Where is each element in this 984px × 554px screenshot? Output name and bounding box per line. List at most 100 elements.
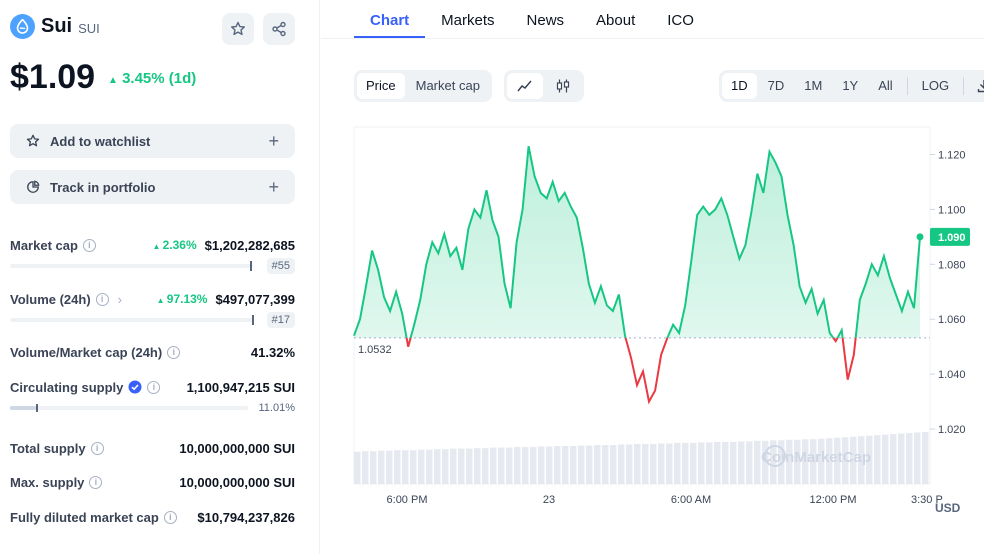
volume-bar [778, 440, 785, 484]
log-scale-button[interactable]: LOG [921, 78, 950, 93]
divider [906, 77, 908, 95]
candlestick-button[interactable] [545, 73, 581, 99]
price-line-up [353, 146, 921, 338]
volume-bar [818, 438, 825, 484]
baseline-label: 1.0532 [358, 344, 392, 356]
share-icon [272, 21, 286, 37]
section-tabs: Chart Markets News About ICO [354, 0, 710, 38]
price-chart[interactable]: CoinMarketCap 1.0532 1.120 1.100 1.080 1.06… [321, 0, 984, 554]
volume-bar [434, 449, 441, 484]
info-icon[interactable]: i [95, 292, 109, 306]
share-button[interactable] [263, 13, 295, 45]
tab-news[interactable]: News [526, 12, 565, 29]
stat-change-value: 2.36% [162, 238, 197, 252]
rank-badge: #17 [266, 312, 295, 328]
volume-bar [514, 447, 521, 484]
supply-percent: 11.01% [258, 402, 296, 414]
price-option[interactable]: Price [357, 73, 405, 99]
range-all[interactable]: All [878, 78, 893, 93]
tab-ico[interactable]: ICO [667, 12, 694, 29]
info-icon[interactable]: i [163, 510, 177, 524]
current-price-tag [930, 227, 970, 246]
volume-bar [674, 442, 681, 484]
y-tick-label: 1.020 [938, 424, 966, 436]
volume-bar [738, 441, 745, 484]
tab-about[interactable]: About [596, 12, 636, 29]
plus-icon: + [268, 176, 279, 197]
volume-bar [474, 448, 481, 484]
stat-fully-diluted-market-cap: Fully diluted market cap i $10,794,237,82… [10, 508, 295, 526]
volume-bar [866, 435, 873, 484]
range-1y[interactable]: 1Y [842, 78, 859, 93]
volume-bar [618, 444, 625, 484]
volume-bar [466, 448, 473, 484]
range-1m[interactable]: 1M [804, 78, 823, 93]
volume-bar [770, 440, 777, 484]
volume-bar [682, 442, 689, 484]
info-icon[interactable]: i [147, 380, 161, 394]
info-icon[interactable]: i [90, 441, 104, 455]
volume-bar [586, 445, 593, 484]
star-icon [231, 21, 245, 36]
line-chart-icon [517, 80, 532, 92]
track-in-portfolio-button[interactable]: Track in portfolio + [10, 170, 295, 204]
candlestick-icon [556, 79, 570, 93]
volume-bar [810, 439, 817, 484]
plus-icon: + [268, 130, 279, 151]
coin-symbol: SUI [78, 20, 100, 36]
rank-bar [10, 261, 253, 271]
volume-bar [394, 450, 401, 484]
star-button[interactable] [222, 13, 254, 45]
supply-progress-fill [10, 406, 37, 410]
volume-bar [858, 436, 865, 484]
tab-markets[interactable]: Markets [441, 12, 495, 29]
price-area-fill [354, 146, 920, 338]
volume-bar [842, 437, 849, 484]
coin-sidebar: Sui SUI $1.09 ▲ 3.45% (1d) Add to watchl… [0, 0, 320, 554]
volume-bar [922, 432, 929, 484]
line-chart-button[interactable] [507, 73, 543, 99]
price-line-down [405, 337, 857, 405]
chevron-right-icon[interactable]: › [117, 291, 123, 307]
volume-bar [594, 445, 601, 484]
rank-bar [10, 315, 254, 325]
tab-divider [321, 38, 984, 39]
stat-value: 41.32% [250, 344, 295, 360]
x-axis: 6:00 PM 23 6:00 AM 12:00 PM 3:30 P [387, 494, 943, 506]
stat-value: 1,100,947,215 SUI [186, 379, 295, 395]
add-to-watchlist-button[interactable]: Add to watchlist + [10, 124, 295, 158]
coin-header: Sui SUI [10, 14, 100, 39]
tab-chart[interactable]: Chart [354, 0, 426, 38]
info-icon[interactable]: i [82, 238, 96, 252]
volume-bar [850, 436, 857, 484]
range-1d[interactable]: 1D [722, 73, 757, 99]
download-button[interactable] [969, 73, 984, 99]
volume-bar [554, 446, 561, 484]
stat-total-supply: Total supply i 10,000,000,000 SUI [10, 439, 295, 457]
stat-value: $10,794,237,826 [197, 509, 295, 525]
volume-bar [562, 446, 569, 484]
chart-watermark: CoinMarketCap [761, 449, 871, 466]
coin-name: Sui [41, 15, 73, 37]
volume-bar [418, 449, 425, 484]
download-icon [977, 80, 984, 93]
volume-bar [642, 443, 649, 484]
info-icon[interactable]: i [167, 345, 181, 359]
volume-bar [754, 440, 761, 484]
market-cap-option[interactable]: Market cap [415, 78, 480, 93]
volume-bar [530, 447, 537, 484]
x-tick-label: 12:00 PM [809, 494, 856, 506]
chart-grid [930, 153, 935, 430]
volume-bar [882, 434, 889, 484]
stat-label: Market cap [10, 237, 78, 253]
info-icon[interactable]: i [89, 475, 103, 489]
volume-bar [602, 445, 609, 484]
y-tick-label: 1.080 [938, 259, 966, 271]
stat-value: $497,077,399 [215, 291, 295, 307]
range-7d[interactable]: 7D [767, 78, 785, 93]
x-tick-label: 3:30 P [911, 494, 943, 506]
volume-bar [522, 447, 529, 484]
volume-bar [426, 449, 433, 484]
stat-circulating-supply: Circulating supply i 1,100,947,215 SUI 1… [10, 378, 295, 417]
current-price-tag-label: 1.090 [938, 232, 966, 244]
